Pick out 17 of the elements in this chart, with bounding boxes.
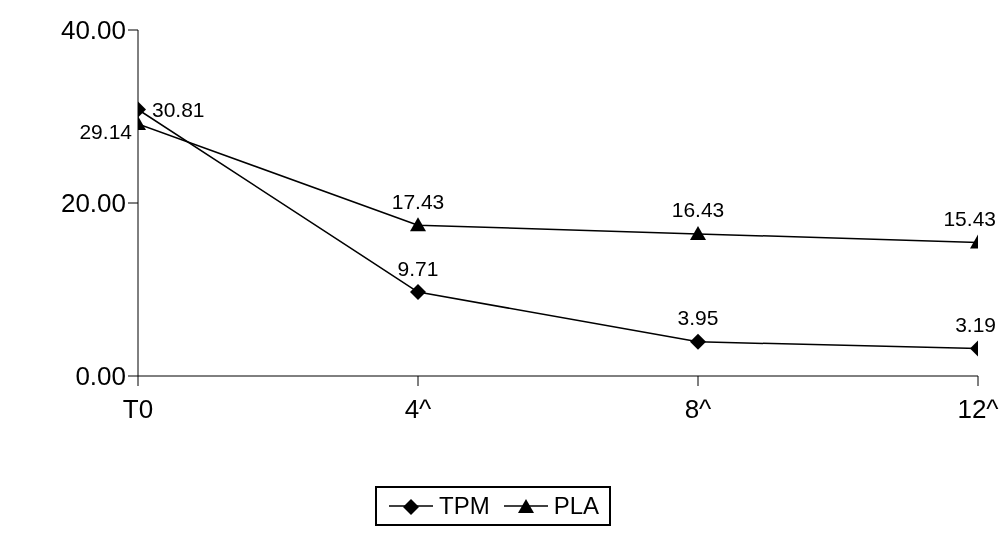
- legend-label: PLA: [553, 492, 600, 520]
- data-label: 17.43: [391, 189, 445, 213]
- x-tick-label: 4^: [404, 394, 433, 425]
- x-tick-label: 8^: [684, 394, 713, 425]
- data-label: 30.81: [152, 98, 205, 122]
- data-label: 3.95: [677, 306, 719, 330]
- y-tick-label: 40.00: [60, 15, 126, 46]
- data-label: 3.19: [955, 312, 996, 336]
- legend-label: TPM: [438, 492, 490, 520]
- data-label: 9.71: [397, 256, 439, 280]
- data-label: 29.14: [79, 120, 133, 144]
- x-tick-label: T0: [122, 394, 154, 425]
- y-tick-label: 0.00: [75, 361, 126, 392]
- x-tick-label: 12^: [957, 394, 1000, 425]
- data-label: 16.43: [671, 198, 725, 222]
- data-label: 15.43: [943, 207, 996, 231]
- y-tick-label: 20.00: [60, 188, 126, 219]
